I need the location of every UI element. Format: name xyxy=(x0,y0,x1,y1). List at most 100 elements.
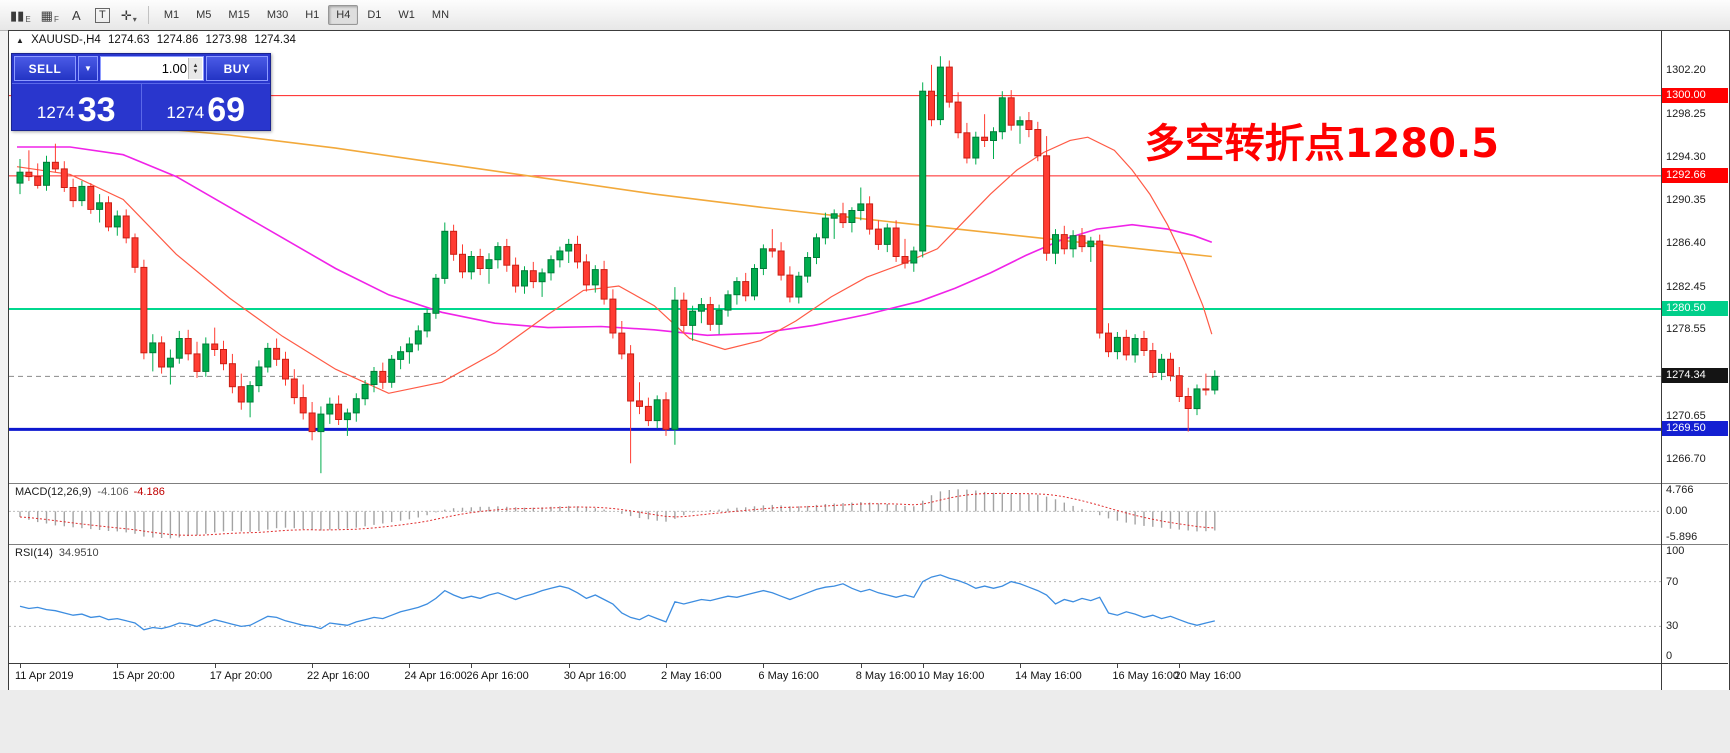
volume-field-wrap: ▲ ▼ xyxy=(100,56,204,81)
timeframe-m1[interactable]: M1 xyxy=(156,5,187,25)
chevron-down-icon: ▼ xyxy=(84,64,92,73)
macd-tick: 0.00 xyxy=(1666,505,1688,518)
volume-dropdown-caret[interactable]: ▼ xyxy=(78,56,98,81)
price-badge: 1300.00 xyxy=(1662,87,1728,103)
sell-button[interactable]: SELL xyxy=(14,56,76,81)
time-tick xyxy=(20,664,21,668)
macd-axis[interactable]: 4.766 0.00 -5.896 xyxy=(1662,484,1728,545)
time-tick xyxy=(409,664,411,668)
timeframe-mn[interactable]: MN xyxy=(424,5,457,25)
macd-title: MACD(12,26,9) xyxy=(15,486,92,498)
time-tick xyxy=(568,664,570,668)
ohlc-close: 1274.34 xyxy=(254,34,296,46)
sell-price-big: 33 xyxy=(77,91,116,130)
time-label: 26 Apr 16:00 xyxy=(466,670,529,682)
chart-window: ▲ XAUUSD-,H4 1274.63 1274.86 1273.98 127… xyxy=(8,30,1730,691)
macd-main-value: -4.106 xyxy=(97,486,129,498)
rsi-tick: 70 xyxy=(1666,575,1679,588)
time-tick xyxy=(117,664,119,668)
macd-header: MACD(12,26,9) -4.106 -4.186 xyxy=(15,486,165,498)
time-tick xyxy=(471,664,473,668)
buy-price-main: 1274 xyxy=(166,103,205,122)
time-tick xyxy=(312,664,314,668)
time-tick xyxy=(1020,664,1022,668)
sell-price[interactable]: 1274 33 xyxy=(12,84,141,130)
price-badge: 1274.34 xyxy=(1662,368,1728,384)
timeframe-m15[interactable]: M15 xyxy=(220,5,257,25)
timeframe-m5[interactable]: M5 xyxy=(188,5,219,25)
macd-signal-value: -4.186 xyxy=(133,486,165,498)
timeframe-h1[interactable]: H1 xyxy=(297,5,327,25)
bar-chart-e-icon[interactable]: ▮▮ E xyxy=(6,4,35,26)
chart-text-annotation: 多空转折点1280.5 xyxy=(1144,121,1499,167)
ohlc-high: 1274.86 xyxy=(156,34,199,46)
macd-panel[interactable]: MACD(12,26,9) -4.106 -4.186 xyxy=(9,484,1661,545)
price-tick: 1270.65 xyxy=(1666,409,1706,422)
timeframe-w1[interactable]: W1 xyxy=(390,5,423,25)
symbol-name: XAUUSD-,H4 xyxy=(31,34,101,46)
time-label: 2 May 16:00 xyxy=(661,670,722,682)
price-tick: 1290.35 xyxy=(1666,194,1706,207)
price-tick: 1278.55 xyxy=(1666,323,1706,336)
sell-price-main: 1274 xyxy=(36,103,75,122)
time-tick xyxy=(214,664,216,668)
rsi-tick: 0 xyxy=(1666,650,1673,662)
time-label: 30 Apr 16:00 xyxy=(563,670,627,682)
toolbar-separator xyxy=(147,6,149,24)
toolbar: ▮▮ E ▦ F A T ✛ ▾ M1 M5 M15 M30 H1 H4 D1 W1 MN xyxy=(0,0,1730,31)
rsi-svg[interactable] xyxy=(9,545,1661,663)
time-tick xyxy=(1117,664,1119,668)
price-tick: 1282.45 xyxy=(1666,280,1706,293)
plot-column: ▲ XAUUSD-,H4 1274.63 1274.86 1273.98 127… xyxy=(9,31,1661,690)
volume-stepper[interactable]: ▲ ▼ xyxy=(188,58,202,79)
axis-corner xyxy=(1662,664,1728,688)
time-label: 17 Apr 20:00 xyxy=(209,670,273,682)
timeframe-group: M1 M5 M15 M30 H1 H4 D1 W1 MN xyxy=(156,5,457,25)
time-label: 6 May 16:00 xyxy=(758,670,819,682)
rsi-value: 34.9510 xyxy=(58,547,99,559)
price-badge: 1292.66 xyxy=(1662,167,1728,183)
time-axis[interactable]: 11 Apr 2019 15 Apr 20:00 17 Apr 20:00 22 Ap… xyxy=(9,664,1661,688)
price-badge: 1269.50 xyxy=(1662,421,1728,437)
grid-f-icon[interactable]: ▦ F xyxy=(37,4,63,26)
quote-prices: 1274 33 1274 69 xyxy=(12,83,270,130)
time-tick xyxy=(666,664,668,668)
macd-tick: 4.766 xyxy=(1666,484,1694,496)
timeframe-h4[interactable]: H4 xyxy=(328,5,359,25)
time-label: 15 Apr 20:00 xyxy=(112,670,175,682)
rsi-panel[interactable]: RSI(14) 34.9510 xyxy=(9,545,1661,664)
one-click-trading-panel: SELL ▼ ▲ ▼ BUY 1274 xyxy=(11,53,271,131)
ohlc-low: 1273.98 xyxy=(205,34,248,46)
rsi-axis[interactable]: 100 70 30 0 xyxy=(1662,545,1728,664)
buy-price-big: 69 xyxy=(207,91,246,130)
template-icon[interactable]: T xyxy=(91,4,115,26)
crosshair-icon[interactable]: ✛ ▾ xyxy=(117,4,141,26)
toolbar-icon-group: ▮▮ E ▦ F A T ✛ ▾ xyxy=(6,4,141,26)
price-tick: 1286.40 xyxy=(1666,237,1706,250)
window-background xyxy=(0,690,1730,753)
main-chart-svg[interactable] xyxy=(9,31,1661,483)
rsi-tick: 100 xyxy=(1666,545,1685,557)
price-tick: 1266.70 xyxy=(1666,453,1706,466)
macd-tick: -5.896 xyxy=(1666,531,1698,543)
rsi-title: RSI(14) xyxy=(15,547,53,559)
time-label: 22 Apr 16:00 xyxy=(307,670,370,682)
time-label: 24 Apr 16:00 xyxy=(404,670,467,682)
macd-svg[interactable] xyxy=(9,484,1661,544)
time-tick xyxy=(1179,664,1181,668)
ohlc-open: 1274.63 xyxy=(107,34,150,46)
price-axis[interactable]: 1302.20 1298.25 1294.30 1290.35 1286.40 1282.… xyxy=(1662,31,1728,484)
buy-button[interactable]: BUY xyxy=(206,56,268,81)
stepper-down-icon[interactable]: ▼ xyxy=(192,68,199,75)
expand-triangle-icon[interactable]: ▲ xyxy=(16,36,24,45)
timeframe-d1[interactable]: D1 xyxy=(359,5,389,25)
time-label: 11 Apr 2019 xyxy=(15,670,74,682)
main-chart-panel[interactable]: ▲ XAUUSD-,H4 1274.63 1274.86 1273.98 127… xyxy=(9,31,1661,484)
stepper-up-icon[interactable]: ▲ xyxy=(192,62,199,69)
timeframe-m30[interactable]: M30 xyxy=(259,5,296,25)
volume-input[interactable] xyxy=(101,60,203,77)
rsi-tick: 30 xyxy=(1666,620,1679,633)
buy-price[interactable]: 1274 69 xyxy=(140,84,271,130)
text-annotation-icon[interactable]: A xyxy=(65,4,89,26)
